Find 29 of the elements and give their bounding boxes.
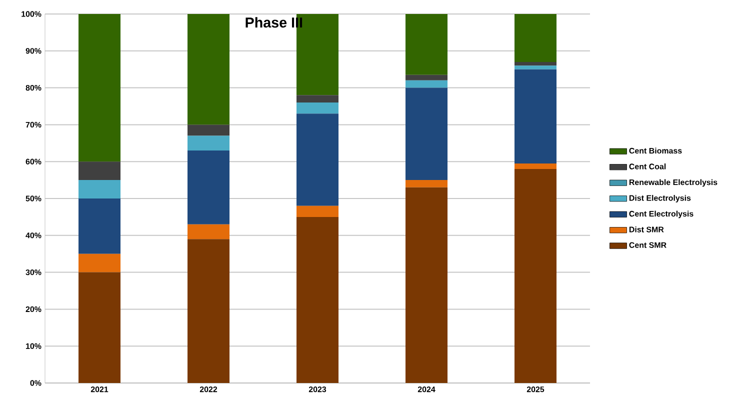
bar xyxy=(514,62,557,66)
bar xyxy=(406,187,448,383)
bar xyxy=(514,66,557,70)
bar xyxy=(188,124,230,136)
bar xyxy=(406,74,448,80)
bar xyxy=(78,272,120,383)
bar xyxy=(296,216,339,383)
bar xyxy=(406,80,448,88)
bar xyxy=(406,14,448,75)
bar xyxy=(406,88,448,180)
bar xyxy=(514,163,557,169)
bar xyxy=(78,14,120,162)
bar xyxy=(188,150,230,224)
bar xyxy=(188,14,230,125)
bar xyxy=(78,180,120,198)
bar xyxy=(514,168,557,383)
bar xyxy=(78,254,120,272)
bar xyxy=(514,69,557,164)
bar xyxy=(296,114,339,206)
bar xyxy=(78,162,120,180)
bar xyxy=(296,206,339,217)
bar xyxy=(188,224,230,240)
bar xyxy=(514,14,557,62)
bar xyxy=(296,95,339,103)
bar xyxy=(78,198,120,254)
bar xyxy=(296,102,339,114)
bar xyxy=(406,180,448,188)
bar xyxy=(188,136,230,151)
bar xyxy=(188,239,230,383)
